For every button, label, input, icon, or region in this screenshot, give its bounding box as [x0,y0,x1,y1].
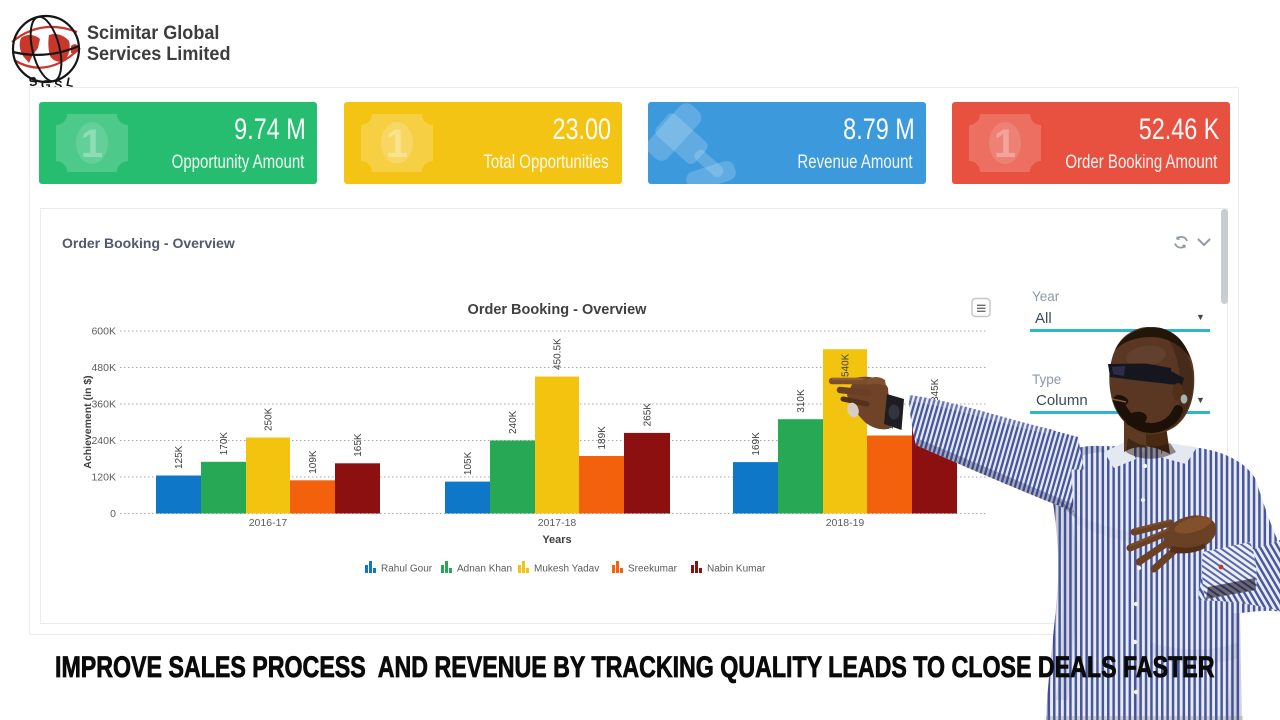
svg-text:Achievement (in $): Achievement (in $) [82,375,94,468]
svg-text:Adnan Khan: Adnan Khan [457,564,512,575]
svg-text:169K: 169K [751,432,762,456]
svg-text:600K: 600K [91,326,116,338]
svg-text:1: 1 [386,122,408,166]
svg-text:105K: 105K [463,451,474,475]
svg-text:540K: 540K [841,353,852,377]
svg-text:Order Booking - Overview: Order Booking - Overview [468,302,648,318]
svg-text:2017-18: 2017-18 [538,517,577,529]
svg-text:125K: 125K [174,445,185,469]
svg-text:1: 1 [994,122,1016,166]
svg-text:120K: 120K [91,472,116,484]
svg-text:2016-17: 2016-17 [249,517,288,529]
svg-text:360K: 360K [91,399,116,411]
svg-text:450.5K: 450.5K [553,338,564,370]
svg-text:480K: 480K [91,362,116,374]
svg-text:S: S [28,74,39,89]
svg-text:Mukesh Yadav: Mukesh Yadav [534,564,599,575]
svg-text:109K: 109K [308,450,319,474]
svg-text:250K: 250K [264,407,275,431]
svg-text:265K: 265K [643,403,654,427]
svg-text:S: S [54,78,63,90]
svg-text:1: 1 [81,122,103,166]
svg-text:Nabin Kumar: Nabin Kumar [707,564,766,575]
svg-text:240K: 240K [508,410,519,434]
svg-text:Sreekumar: Sreekumar [628,564,678,575]
svg-text:L: L [65,75,76,90]
svg-text:165K: 165K [353,433,364,457]
svg-text:170K: 170K [219,432,230,456]
svg-text:2018-19: 2018-19 [826,517,865,529]
svg-text:240K: 240K [91,435,116,447]
svg-text:189K: 189K [597,426,608,450]
svg-text:G: G [41,78,51,90]
svg-text:Rahul Gour: Rahul Gour [381,564,433,575]
svg-text:310K: 310K [796,389,807,413]
svg-text:345K: 345K [930,378,941,402]
svg-text:Years: Years [542,534,571,546]
svg-text:0: 0 [110,508,116,520]
